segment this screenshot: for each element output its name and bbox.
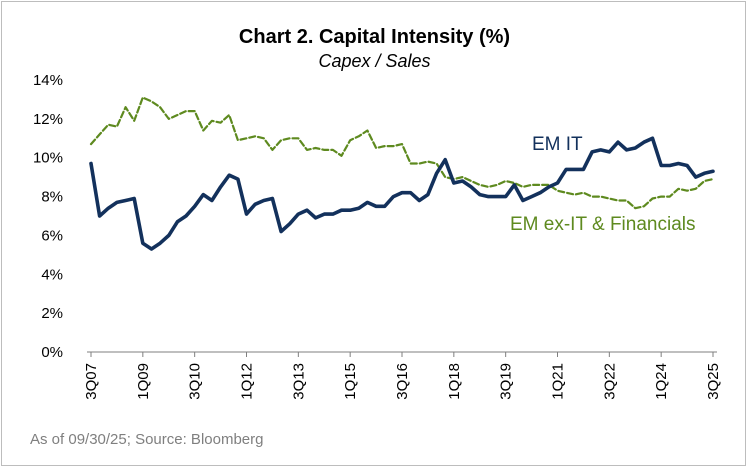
x-tick-label: 1Q09 (135, 363, 152, 400)
y-tick-label: 6% (41, 227, 63, 244)
x-tick-label: 3Q19 (498, 363, 515, 400)
y-axis: 0% 2% 4% 6% 8% 10% 12% 14% (33, 72, 63, 361)
x-tick-label: 1Q15 (342, 363, 359, 400)
series-label-em-ex-it-financials: EM ex-IT & Financials (510, 214, 695, 235)
y-tick-label: 12% (33, 111, 63, 128)
source-note: As of 09/30/25; Source: Bloomberg (30, 431, 264, 448)
x-tick-label: 3Q07 (83, 363, 100, 400)
x-tick-label: 1Q24 (653, 363, 670, 400)
series-layer (89, 96, 715, 251)
x-axis: 3Q07 1Q09 3Q10 1Q12 3Q13 1Q15 3Q16 1Q18 3Q19 1Q21… (83, 351, 722, 400)
x-tick-label: 3Q25 (705, 363, 722, 400)
x-tick-label: 3Q16 (394, 363, 411, 400)
series-labels: EM IT EM ex-IT & Financials (510, 134, 695, 235)
x-tick-label: 3Q22 (601, 363, 618, 400)
series-line-em-ex-it-financials (89, 96, 715, 210)
x-tick-label: 3Q13 (290, 363, 307, 400)
chart-title: Chart 2. Capital Intensity (%) (238, 26, 511, 48)
y-tick-label: 2% (41, 305, 63, 322)
y-tick-label: 8% (41, 189, 63, 206)
chart-subtitle: Capex / Sales (318, 51, 431, 71)
y-tick-label: 10% (33, 150, 63, 167)
x-tick-label: 1Q18 (446, 363, 463, 400)
x-tick-label: 1Q12 (239, 363, 256, 400)
x-tick-label: 1Q21 (550, 363, 567, 400)
y-tick-label: 14% (33, 72, 63, 89)
y-tick-label: 0% (41, 344, 63, 361)
series-line-em-it (89, 136, 715, 251)
y-tick-label: 4% (41, 266, 63, 283)
series-label-em-it: EM IT (532, 134, 583, 155)
x-tick-label: 3Q10 (187, 363, 204, 400)
